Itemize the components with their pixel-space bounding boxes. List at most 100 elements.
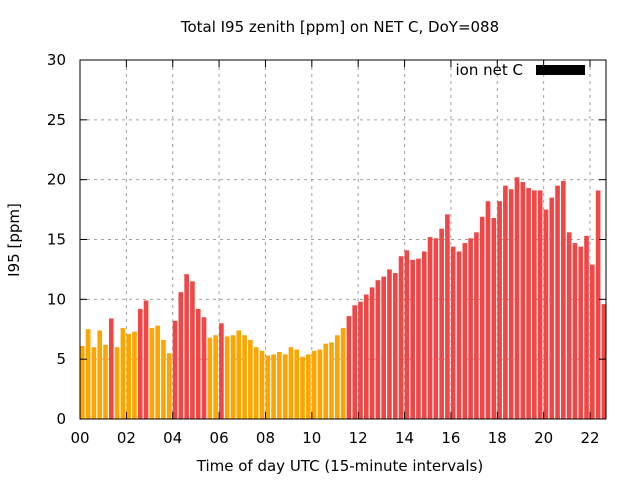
y-tick-label: 10 xyxy=(47,290,66,308)
y-tick-label: 15 xyxy=(47,231,66,249)
bar xyxy=(537,190,543,419)
bar xyxy=(520,182,526,419)
bar xyxy=(375,280,381,419)
bar xyxy=(253,347,259,419)
bar xyxy=(120,328,126,419)
bar xyxy=(433,238,439,419)
bar xyxy=(566,232,572,419)
bar xyxy=(335,335,340,419)
bar xyxy=(450,246,456,419)
bar xyxy=(485,201,491,419)
bar xyxy=(190,281,195,419)
bar xyxy=(398,256,404,419)
x-tick-label: 20 xyxy=(534,429,553,447)
bar xyxy=(224,336,230,419)
bar xyxy=(108,318,114,419)
x-tick-label: 10 xyxy=(302,429,321,447)
bar xyxy=(184,274,189,419)
x-tick-label: 00 xyxy=(70,429,89,447)
legend-swatch xyxy=(536,65,585,75)
bar xyxy=(445,214,450,419)
x-tick-label: 06 xyxy=(210,429,229,447)
bar xyxy=(230,335,236,419)
bar xyxy=(590,264,595,419)
bar xyxy=(201,317,207,419)
x-tick-label: 18 xyxy=(488,429,507,447)
y-axis-label: I95 [ppm] xyxy=(5,203,23,277)
bar xyxy=(323,343,329,419)
x-tick-label: 08 xyxy=(256,429,275,447)
bar xyxy=(97,330,103,419)
bar xyxy=(514,177,520,419)
bar xyxy=(143,300,149,419)
bar xyxy=(259,350,265,419)
bar xyxy=(282,354,288,419)
bar xyxy=(578,246,584,419)
bar xyxy=(595,190,601,419)
bar xyxy=(479,216,485,419)
bar xyxy=(288,347,294,419)
x-tick-label: 22 xyxy=(580,429,599,447)
bar xyxy=(526,188,531,419)
bar xyxy=(358,301,363,419)
bar xyxy=(456,251,462,419)
bar xyxy=(404,250,410,419)
bar xyxy=(584,235,589,419)
bars xyxy=(80,177,606,419)
bar xyxy=(207,337,213,419)
bar xyxy=(421,251,427,419)
bar xyxy=(508,189,514,419)
y-tick-label: 5 xyxy=(56,350,66,368)
bar xyxy=(236,330,242,419)
plot-border xyxy=(79,59,607,420)
bar xyxy=(85,329,91,419)
bar xyxy=(195,308,201,419)
bar xyxy=(369,287,375,419)
bar xyxy=(427,237,433,419)
bar xyxy=(474,232,479,419)
bar xyxy=(103,344,108,419)
bar xyxy=(306,354,311,419)
bar xyxy=(329,342,334,419)
bar xyxy=(543,209,549,419)
bar xyxy=(271,354,276,419)
bar xyxy=(317,349,323,419)
bar xyxy=(555,185,560,419)
bar xyxy=(363,294,369,419)
bar xyxy=(277,351,282,419)
legend-label: ion net C xyxy=(456,61,523,79)
chart-title: Total I95 zenith [ppm] on NET C, DoY=088 xyxy=(180,18,499,36)
bar xyxy=(491,217,497,419)
x-tick-label: 16 xyxy=(441,429,460,447)
bar xyxy=(392,273,398,419)
ticks: 0 5 10 15 20 25 30 00 02 04 06 08 10 12 14 16 18 20 22 xyxy=(47,51,606,447)
bar xyxy=(532,190,537,419)
bar xyxy=(352,305,358,419)
bar xyxy=(416,258,421,419)
bar xyxy=(155,325,160,419)
bar xyxy=(91,347,97,419)
bar xyxy=(80,346,85,419)
x-tick-label: 04 xyxy=(163,429,182,447)
bar xyxy=(149,328,155,419)
bar xyxy=(265,355,271,419)
bar xyxy=(172,320,178,419)
y-tick-label: 20 xyxy=(47,171,66,189)
bar xyxy=(387,269,392,419)
x-tick-label: 12 xyxy=(349,429,368,447)
bar xyxy=(468,238,473,419)
y-tick-label: 25 xyxy=(47,111,66,129)
y-tick-label: 30 xyxy=(47,51,66,69)
bar xyxy=(503,185,508,419)
x-tick-label: 02 xyxy=(117,429,136,447)
bar xyxy=(549,197,555,419)
x-axis-label: Time of day UTC (15-minute intervals) xyxy=(196,457,483,475)
bar xyxy=(346,316,352,419)
bar xyxy=(410,259,415,419)
bar xyxy=(132,331,137,419)
bar xyxy=(601,304,606,419)
bar xyxy=(213,335,218,419)
y-tick-label: 0 xyxy=(56,410,66,428)
